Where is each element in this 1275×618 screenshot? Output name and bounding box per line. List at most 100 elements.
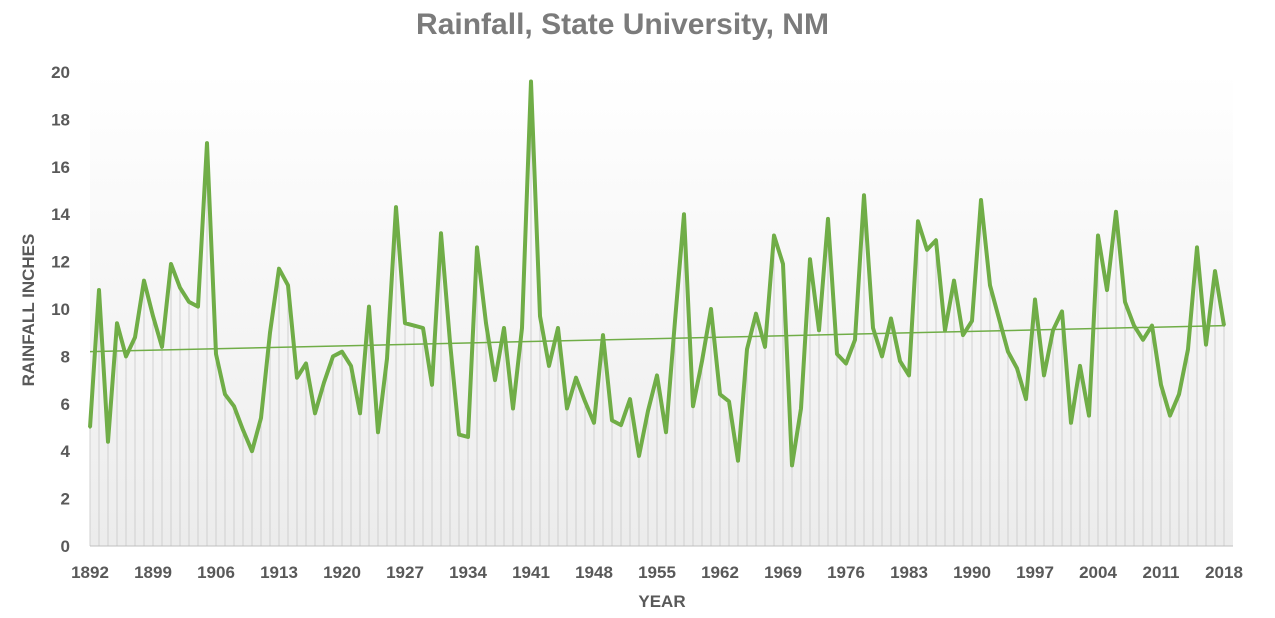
data-point — [1024, 397, 1028, 401]
data-point — [448, 340, 452, 344]
y-tick-label: 14 — [51, 205, 70, 224]
data-point — [412, 324, 416, 327]
data-point — [700, 359, 704, 363]
x-tick-label: 1899 — [134, 563, 172, 582]
data-point — [673, 319, 677, 323]
data-point — [1042, 374, 1046, 377]
data-point — [250, 450, 254, 453]
data-point — [295, 376, 299, 379]
data-point — [754, 312, 758, 315]
data-point — [1195, 246, 1199, 249]
x-tick-label: 1948 — [575, 563, 613, 582]
data-point — [1033, 298, 1037, 301]
data-point — [88, 426, 92, 429]
x-tick-label: 1983 — [890, 563, 928, 582]
data-point — [637, 454, 641, 458]
data-point — [682, 213, 686, 216]
data-point — [907, 374, 911, 377]
data-point — [376, 431, 380, 434]
data-point — [565, 407, 569, 410]
data-point — [1141, 338, 1145, 342]
data-point — [1186, 348, 1190, 351]
data-point — [619, 423, 623, 427]
data-point — [961, 333, 965, 337]
data-point — [106, 440, 110, 443]
x-tick-label: 1955 — [638, 563, 676, 582]
x-tick-label: 1892 — [71, 563, 109, 582]
data-point — [187, 300, 191, 304]
data-point — [1168, 414, 1172, 417]
data-point — [574, 376, 578, 379]
data-point — [1213, 269, 1217, 273]
data-point — [556, 326, 560, 330]
data-point — [367, 305, 371, 308]
data-point — [151, 314, 155, 318]
y-tick-label: 4 — [61, 442, 71, 461]
data-point — [502, 326, 506, 330]
y-tick-label: 2 — [61, 490, 70, 509]
data-point — [655, 374, 659, 377]
y-tick-label: 6 — [61, 395, 70, 414]
drop-lines — [89, 81, 1225, 546]
data-point — [115, 322, 119, 325]
data-point — [871, 326, 875, 330]
data-point — [817, 329, 821, 332]
data-point — [97, 288, 101, 292]
data-point — [592, 421, 596, 424]
data-point — [898, 359, 902, 363]
data-points — [88, 80, 1226, 467]
data-point — [1051, 329, 1055, 332]
data-point — [1150, 324, 1154, 327]
data-point — [394, 205, 398, 209]
data-point — [988, 284, 992, 287]
data-point — [268, 331, 272, 334]
data-point — [547, 364, 551, 368]
data-point — [1177, 393, 1181, 396]
data-point — [232, 404, 236, 408]
data-point — [1015, 367, 1019, 370]
trend-line — [89, 324, 1225, 353]
data-point — [421, 326, 425, 330]
x-axis: 1892 1899 1906 1913 1920 1927 1934 1941 1948 1955… — [71, 563, 1243, 582]
data-point — [457, 433, 461, 436]
data-point — [1123, 300, 1127, 304]
data-point — [844, 362, 848, 365]
data-point — [997, 317, 1001, 320]
data-point — [799, 407, 803, 410]
x-tick-label: 1906 — [197, 563, 235, 582]
y-tick-label: 16 — [51, 158, 70, 177]
y-tick-label: 20 — [51, 63, 70, 82]
data-point — [691, 404, 695, 408]
data-point — [1060, 310, 1064, 313]
data-point — [331, 355, 335, 358]
x-tick-label: 1976 — [827, 563, 865, 582]
data-point — [439, 231, 443, 235]
data-point — [1132, 324, 1136, 327]
data-point — [943, 329, 947, 332]
chart-title: Rainfall, State University, NM — [416, 8, 829, 41]
data-point — [385, 357, 389, 360]
data-point — [736, 459, 740, 462]
data-point — [1105, 288, 1109, 292]
x-tick-label: 1927 — [386, 563, 424, 582]
data-point — [124, 355, 128, 358]
data-point — [484, 322, 488, 325]
data-point — [358, 412, 362, 415]
data-point — [304, 362, 308, 365]
data-point — [1087, 414, 1091, 417]
data-point — [511, 407, 515, 410]
data-point — [763, 345, 767, 349]
data-point — [727, 400, 731, 403]
data-point — [349, 364, 353, 368]
data-point — [1159, 383, 1163, 387]
data-point — [925, 248, 929, 251]
x-tick-label: 1969 — [764, 563, 802, 582]
y-tick-label: 12 — [51, 253, 70, 272]
x-tick-label: 1990 — [953, 563, 991, 582]
data-point — [529, 80, 533, 83]
data-point — [970, 319, 974, 323]
data-point — [664, 431, 668, 434]
data-point — [430, 383, 434, 387]
data-point — [610, 419, 614, 422]
data-point — [214, 352, 218, 356]
